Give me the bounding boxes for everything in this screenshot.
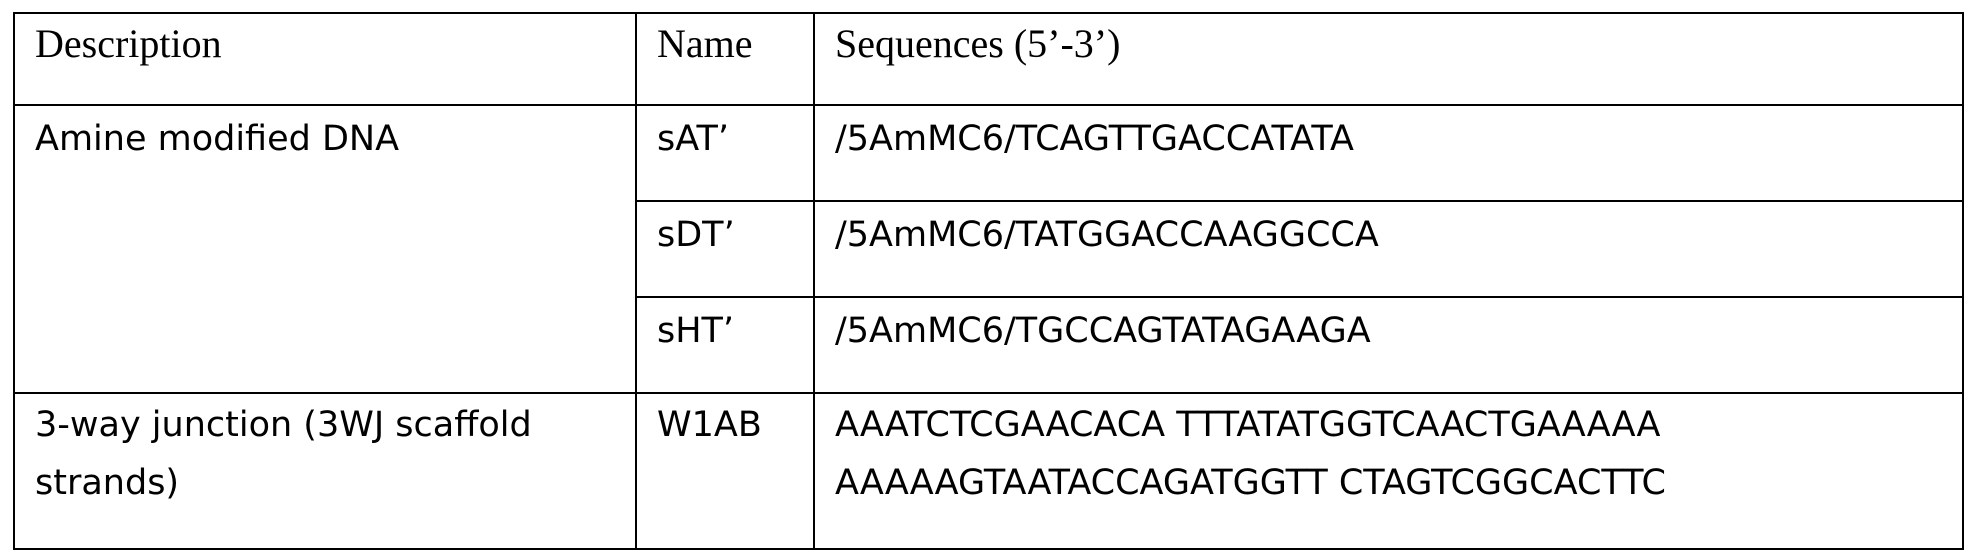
table-row: Amine modified DNA sAT’ /5AmMC6/TCAGTTGA…: [14, 105, 1963, 201]
description-cell: Amine modified DNA: [14, 105, 636, 393]
sequence-line: AAAAAGTAATACCAGATGGTT CTAGTCGGCACTTC: [835, 454, 1962, 512]
sequence-cell: /5AmMC6/TGCCAGTATAGAAGA: [814, 297, 1963, 393]
sequence-table: Description Name Sequences (5’-3’) Amine…: [13, 12, 1964, 550]
sequence-cell: AAATCTCGAACACA TTTATATGGTCAACTGAAAAA AAA…: [814, 393, 1963, 549]
name-cell: sAT’: [636, 105, 814, 201]
sequence-line: AAATCTCGAACACA TTTATATGGTCAACTGAAAAA: [835, 396, 1962, 454]
name-cell: sDT’: [636, 201, 814, 297]
description-line: 3-way junction (3WJ scaffold: [35, 396, 635, 454]
table-row: 3-way junction (3WJ scaffold strands) W1…: [14, 393, 1963, 549]
name-cell: W1AB: [636, 393, 814, 549]
header-name: Name: [636, 13, 814, 105]
description-cell: 3-way junction (3WJ scaffold strands): [14, 393, 636, 549]
name-cell: sHT’: [636, 297, 814, 393]
header-description: Description: [14, 13, 636, 105]
table-header-row: Description Name Sequences (5’-3’): [14, 13, 1963, 105]
sequence-cell: /5AmMC6/TCAGTTGACCATATA: [814, 105, 1963, 201]
header-sequences: Sequences (5’-3’): [814, 13, 1963, 105]
sequence-cell: /5AmMC6/TATGGACCAAGGCCA: [814, 201, 1963, 297]
description-line: strands): [35, 454, 635, 512]
